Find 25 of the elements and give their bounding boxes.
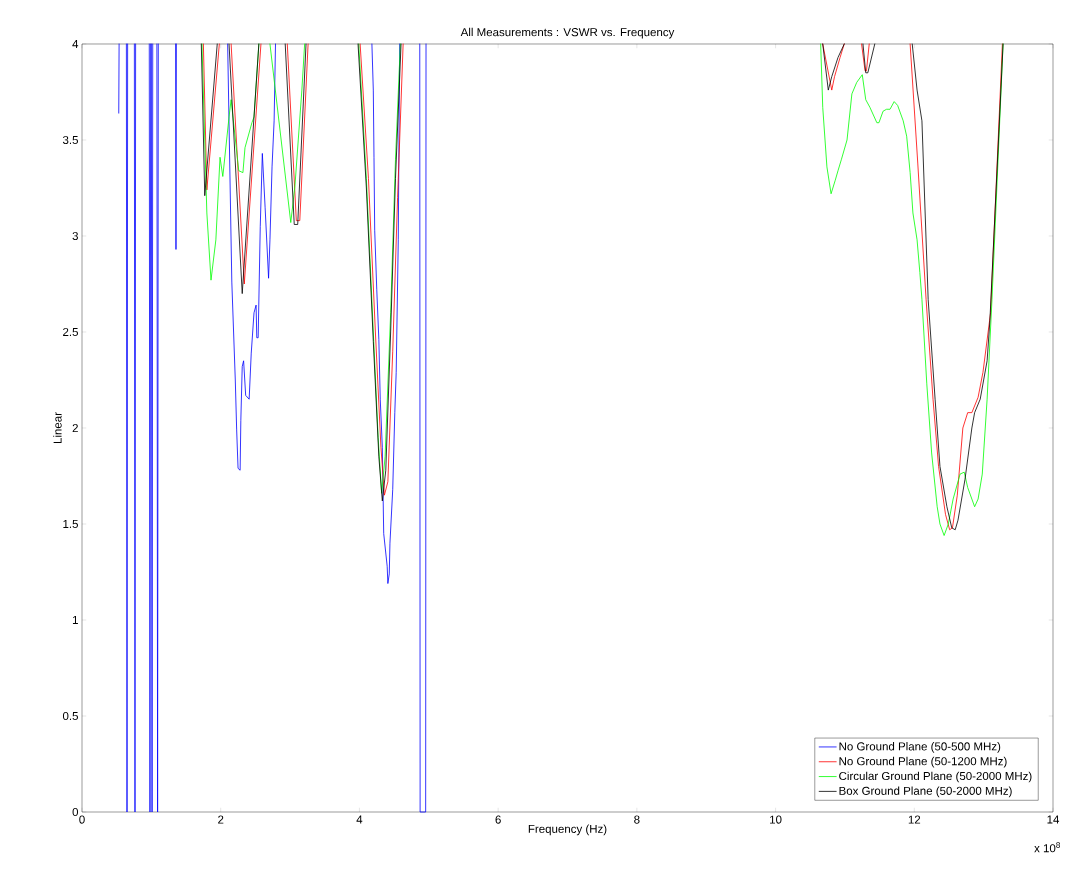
- x-tick-label: 0: [79, 815, 85, 824]
- y-tick-label: 2: [72, 423, 78, 433]
- y-axis-title: Linear: [53, 412, 62, 444]
- x-tick-label: 2: [218, 815, 224, 824]
- x-axis-title: Frequency (Hz): [528, 824, 607, 836]
- x-tick-label: 10: [770, 815, 782, 824]
- legend-label: No Ground Plane (50-500 MHz): [839, 742, 1001, 753]
- x-tick-label: 8: [634, 815, 640, 824]
- text: x 10$^{8}$: [1034, 842, 1060, 853]
- y-tick-label: 2.5: [63, 327, 78, 337]
- legend-label: No Ground Plane (50-1200 MHz): [839, 756, 1007, 768]
- chart-title: All Measurements : VSWR vs. Frequency: [460, 27, 675, 39]
- x-tick-label: 6: [495, 815, 501, 824]
- y-tick-label: 0.5: [62, 711, 78, 721]
- y-tick-label: 4: [72, 40, 79, 48]
- y-tick-label: 3: [72, 231, 78, 241]
- legend-label: Box Ground Plane (50-2000 MHz): [839, 786, 1012, 798]
- y-tick-label: 1.5: [63, 519, 78, 529]
- x-tick-label: 14: [1047, 815, 1060, 824]
- y-tick-label: 1: [72, 616, 78, 624]
- x-tick-label: 12: [908, 815, 921, 824]
- x-tick-label: 4: [356, 815, 363, 824]
- legend-label: Circular Ground Plane (50-2000 MHz): [839, 771, 1032, 783]
- y-tick-label: 0: [72, 807, 79, 817]
- y-tick-label: 3.5: [62, 135, 78, 145]
